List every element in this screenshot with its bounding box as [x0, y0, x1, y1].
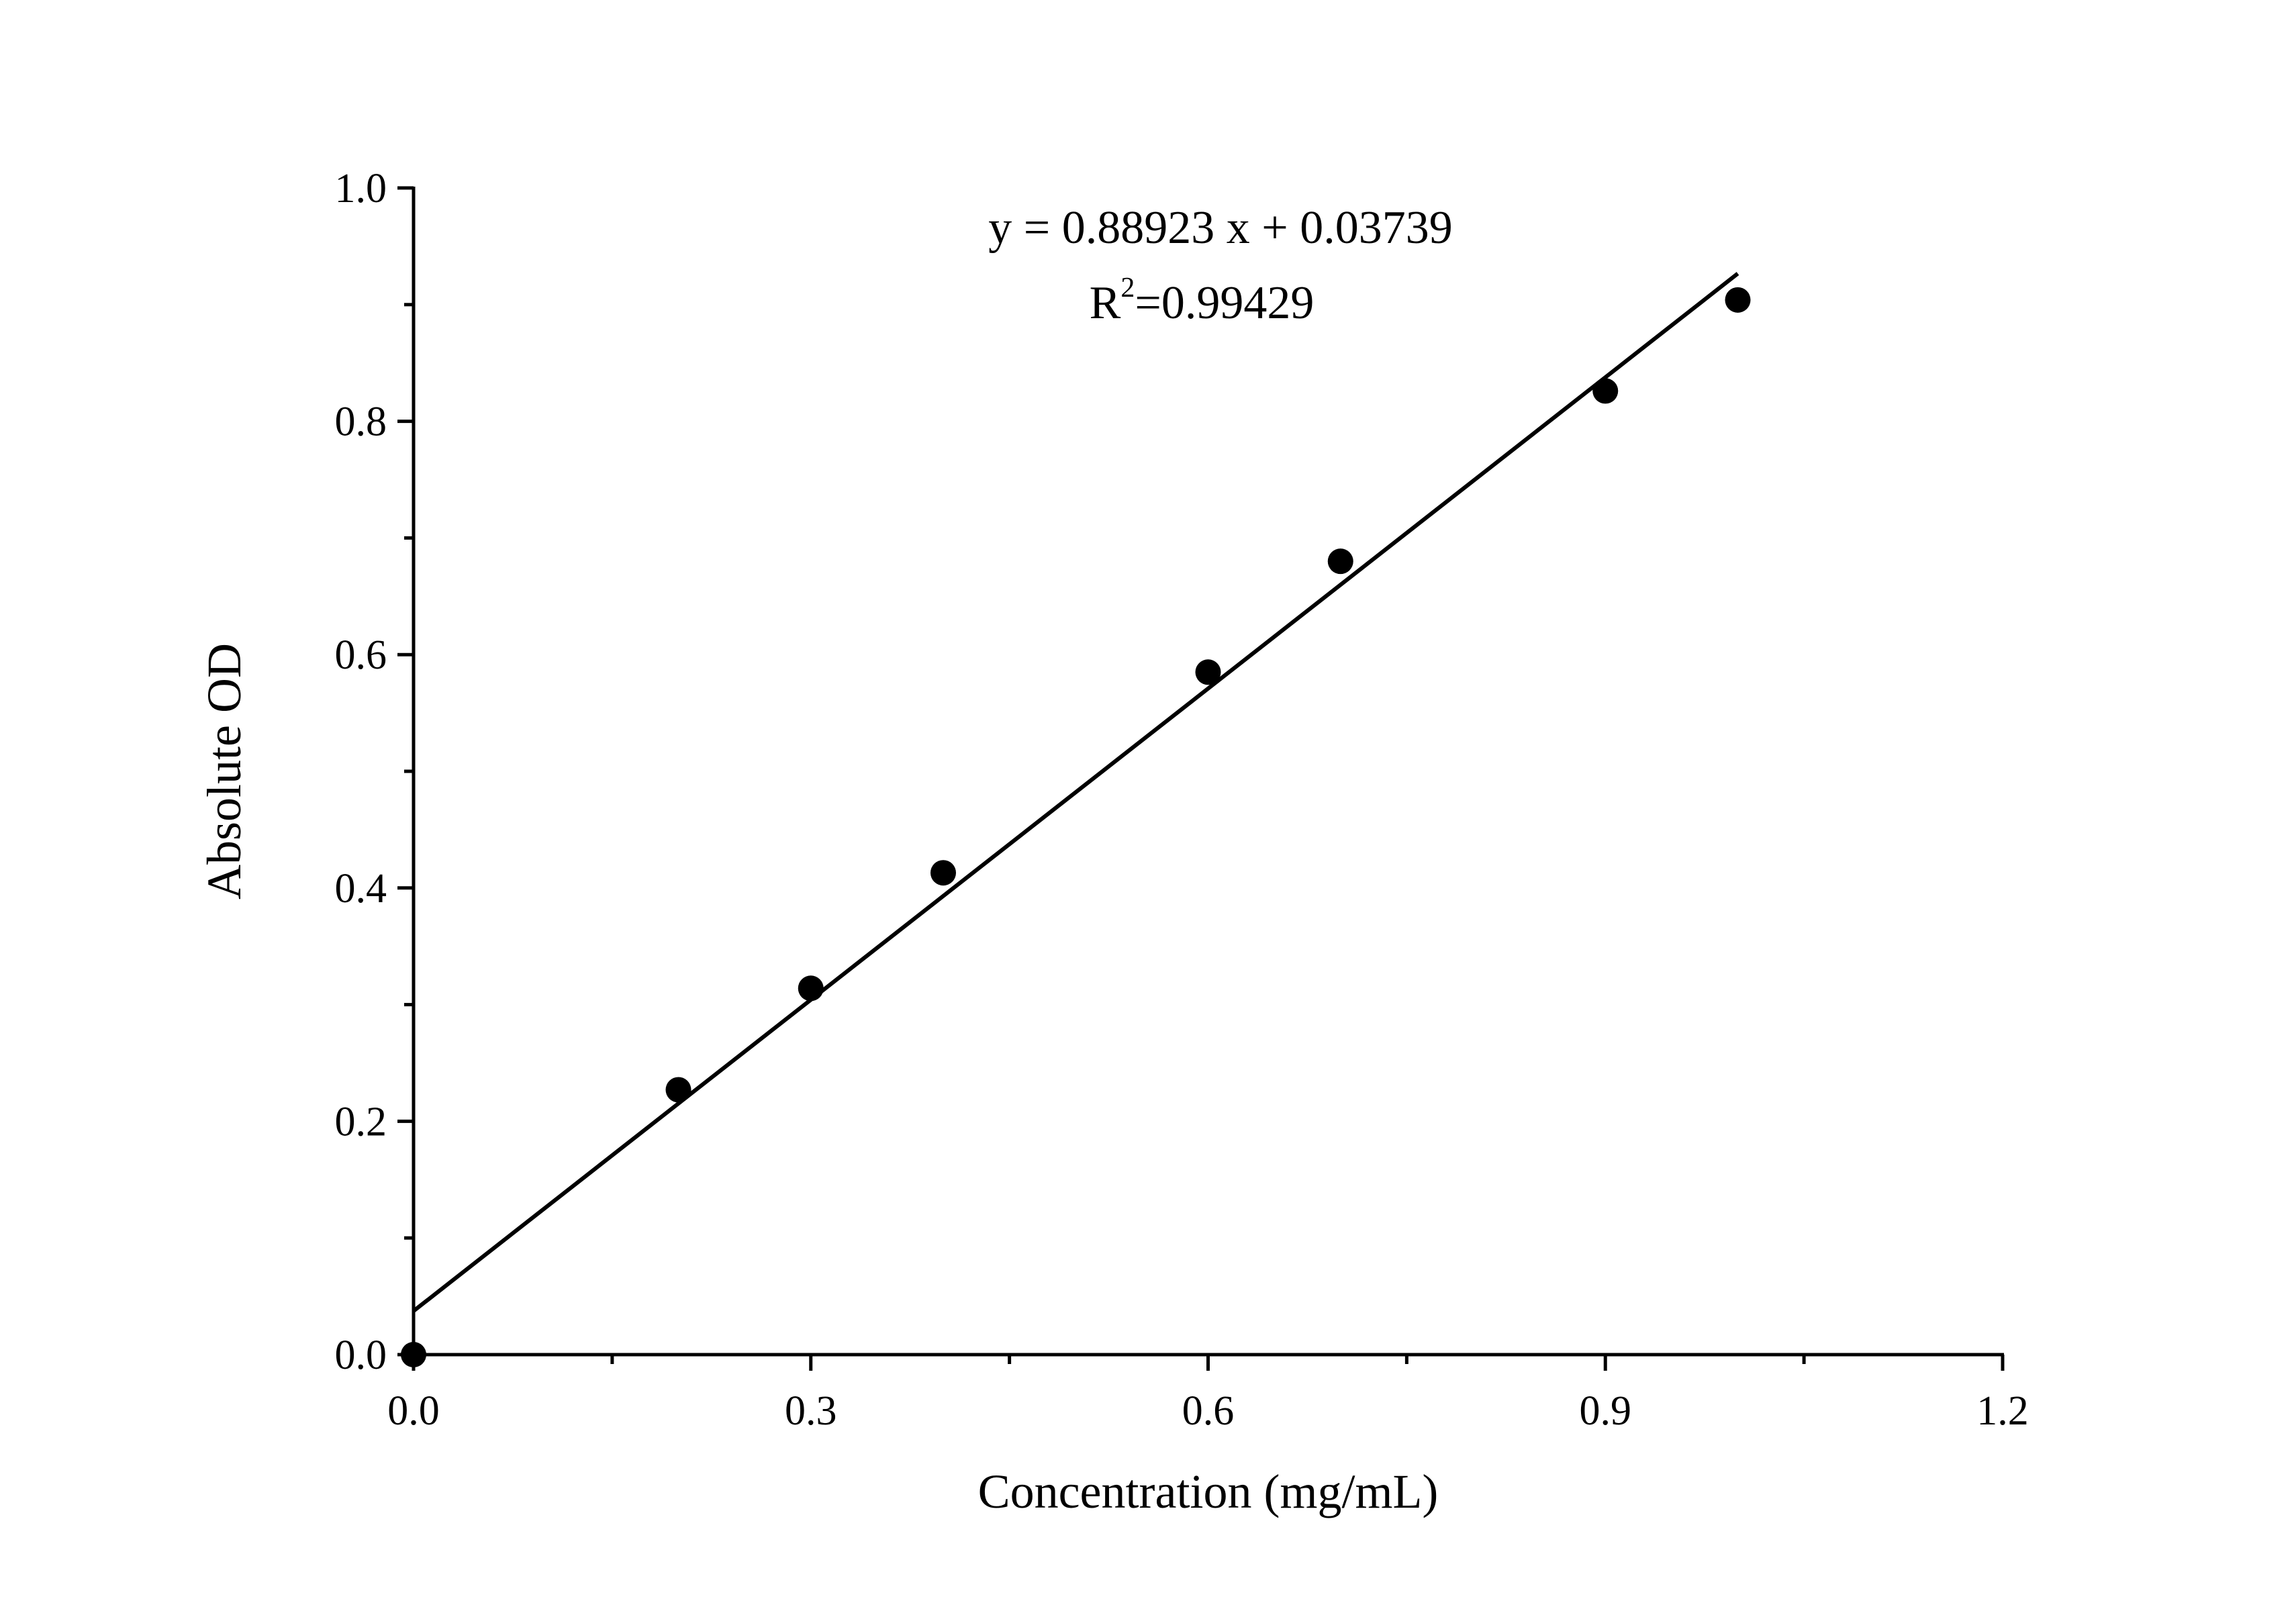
x-axis-title: Concentration (mg/mL) [978, 1465, 1439, 1518]
fit-line-group [412, 272, 1739, 1313]
r-squared-prefix: R [1090, 277, 1121, 329]
y-tick-label: 0.2 [335, 1099, 387, 1145]
axes [412, 187, 2004, 1357]
r-squared-superscript: 2 [1120, 273, 1135, 303]
x-tick-label: 0.9 [1580, 1388, 1632, 1434]
regression-line [412, 272, 1739, 1313]
x-tick-label: 1.2 [1976, 1388, 2029, 1434]
y-tick-label: 1.0 [335, 166, 387, 211]
data-point [930, 860, 956, 886]
regression-equation: y = 0.88923 x + 0.03739 [988, 202, 1452, 254]
data-point [1195, 659, 1221, 685]
y-tick-label: 0.6 [335, 632, 387, 678]
data-point [798, 975, 824, 1002]
x-tick-label: 0.0 [387, 1388, 440, 1434]
r-squared-value: =0.99429 [1135, 277, 1314, 329]
data-point [401, 1342, 426, 1367]
y-tick-label: 0.8 [335, 399, 387, 445]
r-squared-annotation: R2=0.99429 [1090, 273, 1314, 329]
x-ticks: 0.0 0.3 0.6 0.9 1.2 [387, 1355, 2029, 1434]
y-ticks: 0.0 0.2 0.4 0.6 0.8 1.0 [335, 166, 414, 1378]
data-points [401, 287, 1751, 1367]
data-point [1592, 378, 1619, 404]
data-point [1327, 548, 1353, 575]
x-tick-label: 0.6 [1182, 1388, 1235, 1434]
y-tick-label: 0.4 [335, 866, 387, 912]
data-point [1725, 287, 1751, 313]
y-tick-label: 0.0 [335, 1332, 387, 1378]
x-tick-label: 0.3 [785, 1388, 837, 1434]
y-axis-title: Absolute OD [197, 643, 251, 900]
data-point [665, 1077, 691, 1103]
